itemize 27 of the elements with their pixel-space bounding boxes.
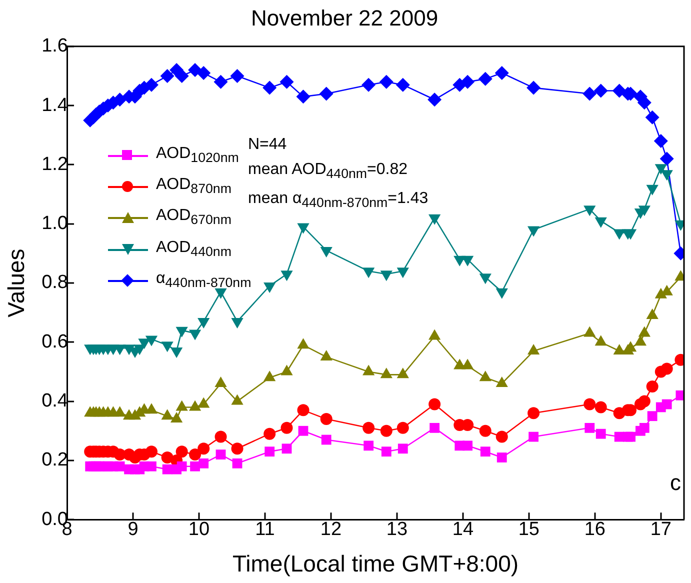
legend-label: AOD$_{870nm}$: [156, 175, 232, 198]
y-tick-label: 0.6: [42, 331, 68, 352]
chart-title: November 22 2009: [250, 5, 438, 30]
legend-label: AOD$_{440nm}$: [156, 238, 232, 261]
x-tick-label: 9: [128, 519, 138, 540]
x-tick-label: 12: [320, 519, 342, 540]
legend-label: AOD$_{670nm}$: [156, 206, 232, 230]
annotation: N=44: [248, 135, 288, 155]
annotation: c: [670, 470, 681, 496]
annotation: mean α$_{440nm-870nm}$=1.43: [248, 189, 428, 212]
x-tick-label: 14: [452, 519, 474, 540]
x-axis-title: Time(Local time GMT+8:00): [232, 550, 519, 577]
legend-label: AOD$_{1020nm}$: [156, 144, 239, 168]
y-axis-title: Values: [3, 248, 30, 318]
x-tick-label: 10: [188, 519, 210, 540]
x-tick-label: 11: [255, 519, 275, 540]
legend-label: α$_{440nm-870nm}$: [156, 268, 252, 292]
y-tick-label: 1.6: [42, 36, 68, 57]
y-tick-label: 1.0: [42, 213, 68, 234]
annotation: mean AOD$_{440nm}$=0.82: [248, 160, 409, 184]
x-tick-label: 15: [518, 519, 540, 540]
x-tick-label: 17: [650, 519, 672, 540]
y-tick-label: 0.8: [42, 272, 68, 294]
y-tick-label: 0.2: [42, 450, 68, 471]
x-tick-label: 16: [584, 519, 606, 540]
x-tick-label: 13: [386, 519, 408, 540]
y-tick-label: 1.2: [42, 154, 68, 175]
